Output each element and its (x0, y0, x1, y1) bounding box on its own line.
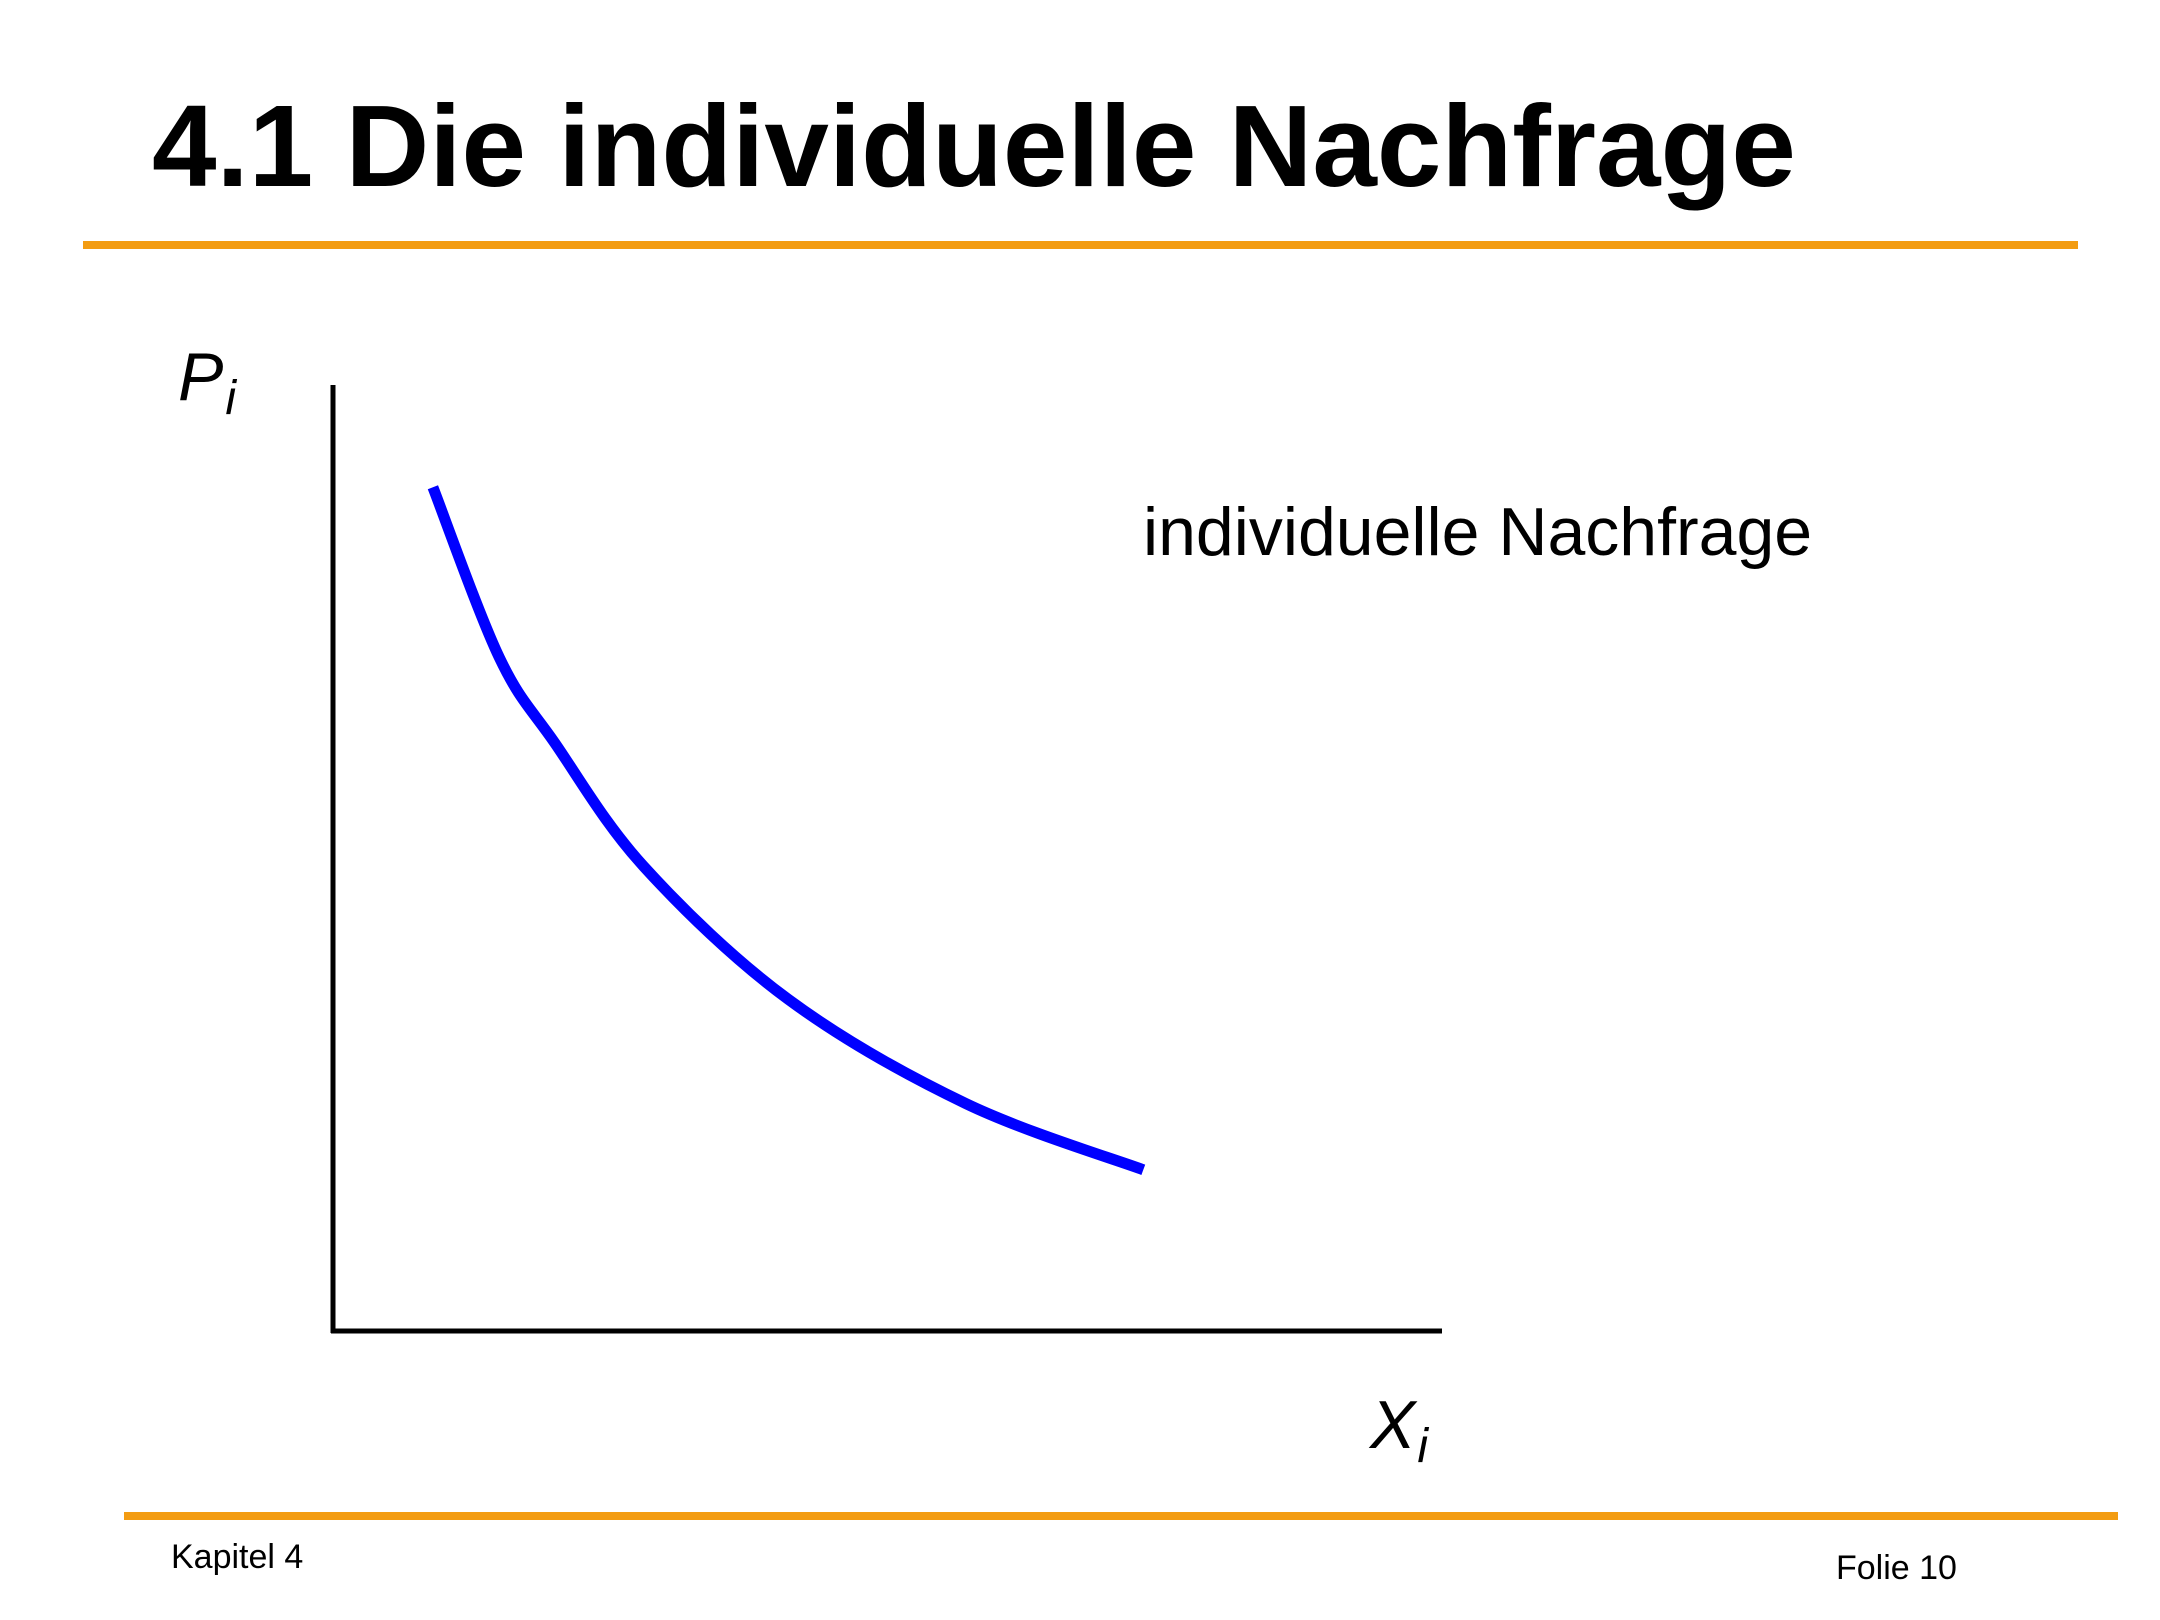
demand-curve (427, 485, 1146, 1175)
footer-chapter: Kapitel 4 (171, 1538, 304, 1576)
x-axis-label-main: X (1368, 1387, 1418, 1463)
footer-slide-number: Folie 10 (1836, 1549, 1957, 1587)
x-axis-label-sub: i (1417, 1420, 1429, 1473)
y-axis-label: Pi (178, 339, 237, 425)
title-divider (83, 241, 2078, 249)
y-axis-label-main: P (178, 339, 223, 415)
footer-divider (124, 1512, 2118, 1520)
x-axis-label: Xi (1368, 1387, 1429, 1473)
y-axis-label-sub: i (225, 372, 237, 425)
series-label: individuelle Nachfrage (1143, 494, 1812, 570)
slide-title: 4.1 Die individuelle Nachfrage (152, 81, 1796, 211)
